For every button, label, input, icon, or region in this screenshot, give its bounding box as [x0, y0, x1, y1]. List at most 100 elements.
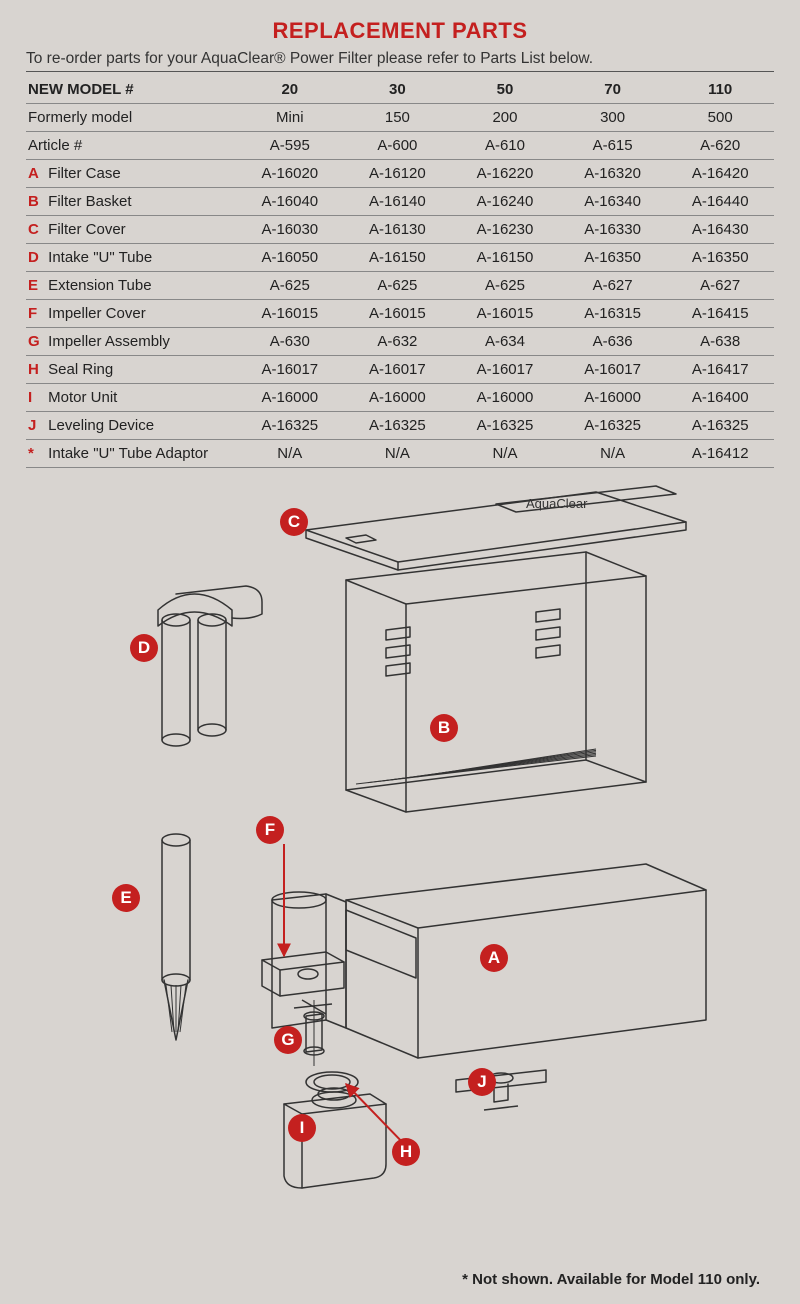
cell: 200 [451, 104, 559, 132]
row-label: G Impeller Assembly [26, 328, 236, 356]
cell: A-16000 [451, 384, 559, 412]
cell: A-16412 [666, 440, 774, 468]
cell: A-600 [344, 132, 452, 160]
cell: N/A [236, 440, 344, 468]
cell: A-16030 [236, 216, 344, 244]
cell: A-16000 [344, 384, 452, 412]
exploded-diagram: AquaClear CDBFEAGJIH [26, 480, 774, 1210]
table-row: D Intake "U" TubeA-16050A-16150A-16150A-… [26, 244, 774, 272]
cell: A-16000 [559, 384, 667, 412]
cell: A-625 [236, 272, 344, 300]
cell: 50 [451, 76, 559, 104]
cell: A-16150 [344, 244, 452, 272]
cell: A-16325 [236, 412, 344, 440]
table-row: J Leveling DeviceA-16325A-16325A-16325A-… [26, 412, 774, 440]
cell: A-16230 [451, 216, 559, 244]
row-label: A Filter Case [26, 160, 236, 188]
table-row: * Intake "U" Tube AdaptorN/AN/AN/AN/AA-1… [26, 440, 774, 468]
callout-h: H [392, 1138, 420, 1166]
page-subtitle: To re-order parts for your AquaClear® Po… [26, 50, 774, 72]
footnote: * Not shown. Available for Model 110 onl… [462, 1271, 760, 1288]
cell: A-595 [236, 132, 344, 160]
row-label: H Seal Ring [26, 356, 236, 384]
cell: A-16120 [344, 160, 452, 188]
cell: A-16220 [451, 160, 559, 188]
cell: A-16325 [559, 412, 667, 440]
cell: A-625 [451, 272, 559, 300]
table-row: A Filter CaseA-16020A-16120A-16220A-1632… [26, 160, 774, 188]
cell: A-634 [451, 328, 559, 356]
cell: A-16400 [666, 384, 774, 412]
row-label: F Impeller Cover [26, 300, 236, 328]
cell: N/A [559, 440, 667, 468]
cell: 30 [344, 76, 452, 104]
cell: A-16140 [344, 188, 452, 216]
cell: 110 [666, 76, 774, 104]
svg-text:AquaClear: AquaClear [526, 496, 588, 511]
cell: A-16017 [451, 356, 559, 384]
cell: A-16017 [236, 356, 344, 384]
cell: A-16350 [666, 244, 774, 272]
cell: A-636 [559, 328, 667, 356]
table-row: H Seal RingA-16017A-16017A-16017A-16017A… [26, 356, 774, 384]
row-label: Formerly model [26, 104, 236, 132]
table-row: G Impeller AssemblyA-630A-632A-634A-636A… [26, 328, 774, 356]
cell: A-638 [666, 328, 774, 356]
cell: A-610 [451, 132, 559, 160]
row-label: D Intake "U" Tube [26, 244, 236, 272]
cell: A-16325 [666, 412, 774, 440]
cell: A-16340 [559, 188, 667, 216]
table-row: F Impeller CoverA-16015A-16015A-16015A-1… [26, 300, 774, 328]
callout-c: C [280, 508, 308, 536]
cell: N/A [451, 440, 559, 468]
cell: A-16330 [559, 216, 667, 244]
cell: A-16040 [236, 188, 344, 216]
callout-d: D [130, 634, 158, 662]
cell: A-16000 [236, 384, 344, 412]
callout-g: G [274, 1026, 302, 1054]
parts-table: NEW MODEL #20305070110Formerly modelMini… [26, 76, 774, 468]
cell: A-16017 [344, 356, 452, 384]
cell: A-16015 [236, 300, 344, 328]
cell: 300 [559, 104, 667, 132]
callout-i: I [288, 1114, 316, 1142]
cell: 20 [236, 76, 344, 104]
table-row: Article #A-595A-600A-610A-615A-620 [26, 132, 774, 160]
row-label: C Filter Cover [26, 216, 236, 244]
table-row: B Filter BasketA-16040A-16140A-16240A-16… [26, 188, 774, 216]
row-label: I Motor Unit [26, 384, 236, 412]
row-label: E Extension Tube [26, 272, 236, 300]
cell: 150 [344, 104, 452, 132]
callout-a: A [480, 944, 508, 972]
table-row: C Filter CoverA-16030A-16130A-16230A-163… [26, 216, 774, 244]
cell: A-16415 [666, 300, 774, 328]
cell: A-16430 [666, 216, 774, 244]
table-row: E Extension TubeA-625A-625A-625A-627A-62… [26, 272, 774, 300]
cell: A-16325 [451, 412, 559, 440]
cell: A-630 [236, 328, 344, 356]
table-row: Formerly modelMini150200300500 [26, 104, 774, 132]
cell: 500 [666, 104, 774, 132]
callout-e: E [112, 884, 140, 912]
page-title: REPLACEMENT PARTS [26, 18, 774, 44]
cell: A-16417 [666, 356, 774, 384]
cell: A-627 [666, 272, 774, 300]
cell: A-16315 [559, 300, 667, 328]
cell: A-16017 [559, 356, 667, 384]
row-label: * Intake "U" Tube Adaptor [26, 440, 236, 468]
table-row: I Motor UnitA-16000A-16000A-16000A-16000… [26, 384, 774, 412]
cell: A-627 [559, 272, 667, 300]
cell: A-16130 [344, 216, 452, 244]
cell: A-16015 [451, 300, 559, 328]
cell: A-16240 [451, 188, 559, 216]
cell: Mini [236, 104, 344, 132]
cell: A-16150 [451, 244, 559, 272]
table-row: NEW MODEL #20305070110 [26, 76, 774, 104]
cell: N/A [344, 440, 452, 468]
cell: A-632 [344, 328, 452, 356]
cell: A-615 [559, 132, 667, 160]
cell: A-625 [344, 272, 452, 300]
callout-j: J [468, 1068, 496, 1096]
row-label: Article # [26, 132, 236, 160]
callout-f: F [256, 816, 284, 844]
